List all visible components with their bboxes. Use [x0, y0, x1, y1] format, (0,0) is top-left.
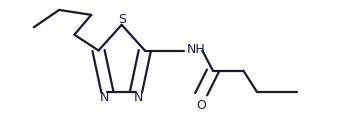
Text: NH: NH [186, 43, 205, 56]
Text: S: S [118, 13, 126, 26]
Text: N: N [100, 91, 110, 104]
Text: N: N [134, 91, 143, 104]
Text: O: O [196, 99, 206, 112]
